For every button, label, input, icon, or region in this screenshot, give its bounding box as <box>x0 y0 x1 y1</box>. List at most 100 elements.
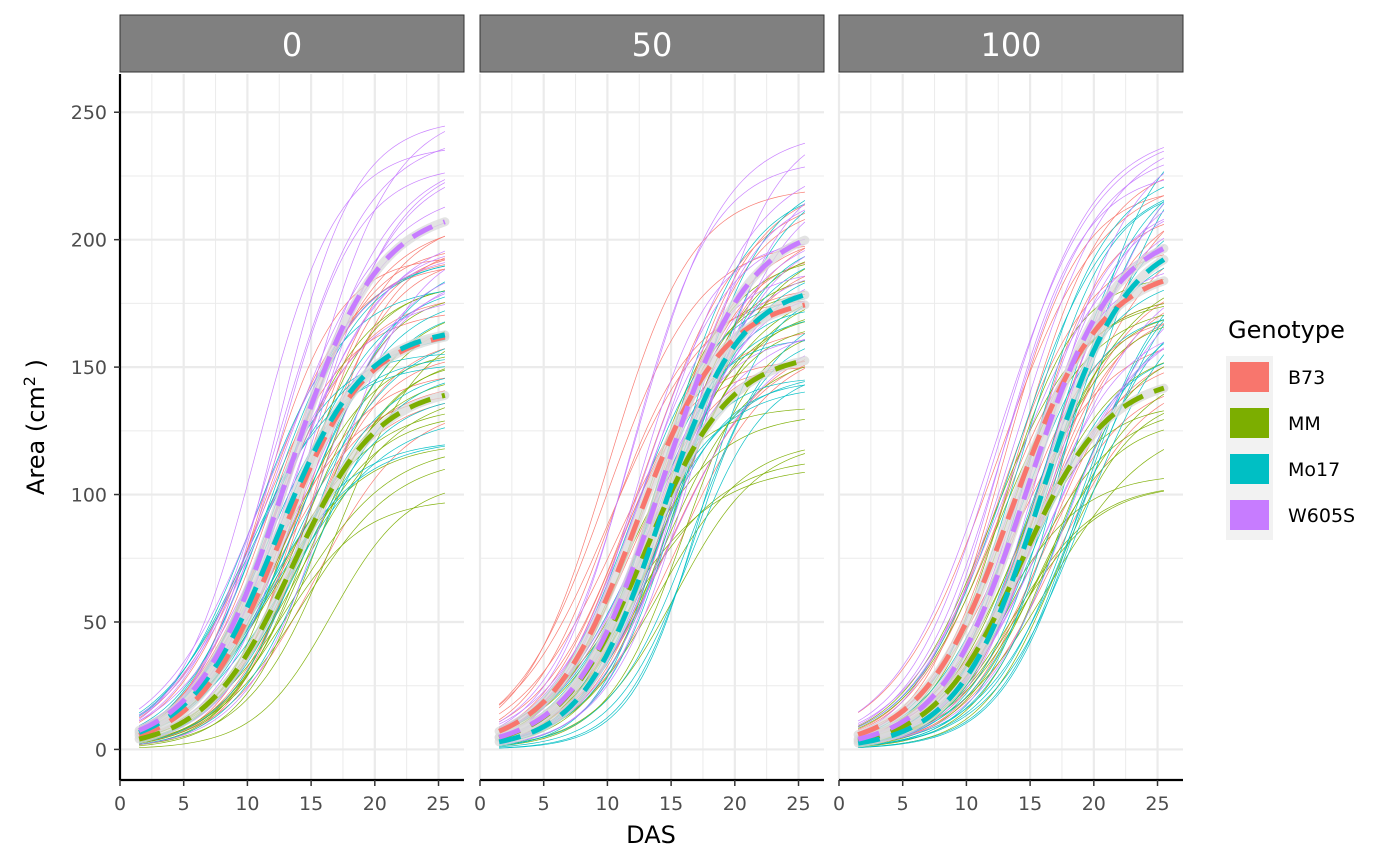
individual-curve-MM <box>139 331 446 744</box>
legend-label-MM: MM <box>1288 413 1321 435</box>
y-tick-label: 200 <box>71 230 107 252</box>
facet-panel-100: 100 <box>837 14 1184 780</box>
facet-panel-0: 0 <box>118 14 465 780</box>
x-tick-label: 25 <box>426 793 450 815</box>
individual-curve-MM <box>858 362 1165 741</box>
facet-strip-label: 0 <box>282 26 302 64</box>
mean-curve-W605S <box>857 246 1166 742</box>
mean-curve-MM <box>857 385 1165 744</box>
legend-label-Mo17: Mo17 <box>1288 459 1340 481</box>
x-tick-label: 20 <box>1082 793 1106 815</box>
y-tick-label: 150 <box>71 357 107 379</box>
mean-curve-Mo17 <box>498 292 806 745</box>
y-tick-label: 0 <box>95 739 107 761</box>
individual-curve-MM <box>139 468 445 742</box>
individual-curve-W605S <box>138 262 445 710</box>
individual-curve-MM <box>139 492 446 749</box>
x-tick-label: 5 <box>178 793 190 815</box>
individual-curve-Mo17 <box>858 343 1165 747</box>
individual-curve-W605S <box>857 150 1165 713</box>
mean-curve-Mo17 <box>857 257 1166 746</box>
mean-curve-W605S <box>498 237 806 740</box>
individual-curve-W605S <box>138 149 445 720</box>
individual-curve-B73 <box>498 212 806 723</box>
x-tick-label: 0 <box>833 793 845 815</box>
x-tick-label: 25 <box>786 793 810 815</box>
individual-curve-Mo17 <box>858 171 1165 747</box>
x-axis-title: DAS <box>626 821 676 849</box>
mean-curve-B73 <box>498 302 806 734</box>
individual-curve-W605S <box>857 147 1165 722</box>
mean-curve-Mo17 <box>138 332 446 735</box>
x-tick-label: 20 <box>363 793 387 815</box>
individual-curve-W605S <box>138 222 446 734</box>
individual-curve-W605S <box>498 238 805 729</box>
x-tick-label: 15 <box>659 793 683 815</box>
individual-curve-W605S <box>857 157 1165 728</box>
facet-strip <box>119 14 465 73</box>
legend-key-Mo17 <box>1230 454 1269 484</box>
facet-strip-label: 100 <box>980 26 1041 64</box>
x-tick-label: 15 <box>1018 793 1042 815</box>
x-tick-label: 10 <box>235 793 259 815</box>
y-axis-title-superscript: 2 <box>20 376 39 386</box>
individual-curve-W605S <box>499 154 806 745</box>
individual-curve-MM <box>139 368 446 743</box>
individual-curve-W605S <box>139 269 446 745</box>
individual-curve-W605S <box>138 125 445 732</box>
individual-curve-W605S <box>138 250 446 722</box>
individual-curve-Mo17 <box>858 324 1165 745</box>
legend-label-W605S: W605S <box>1288 505 1355 527</box>
legend-label-B73: B73 <box>1288 367 1325 389</box>
individual-curve-W605S <box>498 142 805 723</box>
individual-curve-Mo17 <box>857 199 1165 728</box>
x-tick-label: 15 <box>299 793 323 815</box>
individual-curve-Mo17 <box>499 305 806 749</box>
mean-curve-B73 <box>138 334 446 738</box>
individual-curve-Mo17 <box>499 384 806 748</box>
individual-curve-Mo17 <box>499 348 806 749</box>
mean-curve-MM <box>498 358 806 740</box>
individual-curve-W605S <box>858 210 1165 746</box>
individual-curve-W605S <box>858 328 1165 746</box>
facet-panel-50: 50 <box>478 14 825 780</box>
individual-curve-Mo17 <box>499 200 806 742</box>
individual-curve-Mo17 <box>499 256 806 746</box>
y-tick-label: 50 <box>83 612 107 634</box>
legend-key-MM <box>1230 408 1269 438</box>
individual-curve-MM <box>139 369 445 747</box>
mean-curve-W605S <box>138 219 446 733</box>
x-tick-label: 5 <box>897 793 909 815</box>
individual-curve-B73 <box>498 291 805 706</box>
mean-curve-MM <box>138 392 446 742</box>
facet-strip <box>838 14 1184 73</box>
individual-curve-W605S <box>857 179 1164 733</box>
individual-curve-W605S <box>857 245 1165 724</box>
individual-curve-B73 <box>138 314 445 719</box>
individual-curve-W605S <box>138 148 446 722</box>
y-axis-title-end: ) <box>22 359 50 376</box>
legend: Genotype B73 MM Mo17 W605S <box>1226 316 1355 540</box>
x-tick-label: 10 <box>954 793 978 815</box>
facet-strip <box>479 14 825 73</box>
individual-curve-W605S <box>857 164 1165 726</box>
y-tick-label: 250 <box>71 102 107 124</box>
legend-key-B73 <box>1230 362 1269 392</box>
mean-curve-B73 <box>857 278 1165 737</box>
individual-curve-Mo17 <box>498 381 805 732</box>
y-tick-label: 100 <box>71 485 107 507</box>
x-tick-label: 5 <box>538 793 550 815</box>
individual-curve-W605S <box>858 173 1165 743</box>
legend-key-W605S <box>1230 500 1269 530</box>
individual-curve-W605S <box>498 186 806 725</box>
x-tick-label: 20 <box>723 793 747 815</box>
y-axis-title-main: Area (cm <box>22 386 50 495</box>
individual-curve-MM <box>499 453 805 746</box>
individual-curve-B73 <box>138 235 446 728</box>
individual-curve-MM <box>857 314 1164 729</box>
individual-curve-MM <box>858 429 1164 747</box>
x-tick-label: 0 <box>114 793 126 815</box>
facet-strip-label: 50 <box>632 26 673 64</box>
individual-curve-Mo17 <box>498 391 805 732</box>
